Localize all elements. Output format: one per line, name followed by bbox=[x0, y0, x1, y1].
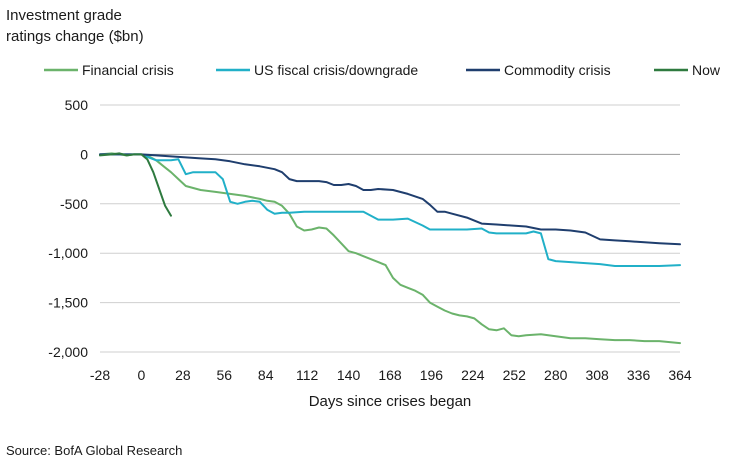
series-line-4 bbox=[99, 152, 172, 217]
x-tick-label: 56 bbox=[216, 367, 232, 383]
x-tick-label: 364 bbox=[668, 367, 692, 383]
legend-label: Now bbox=[692, 62, 721, 78]
x-tick-label: 196 bbox=[420, 367, 444, 383]
y-tick-label: -2,000 bbox=[48, 344, 88, 360]
y-tick-label: 0 bbox=[80, 146, 88, 162]
x-tick-label: 168 bbox=[378, 367, 402, 383]
series-line-2 bbox=[99, 153, 681, 267]
x-tick-label: 308 bbox=[585, 367, 609, 383]
legend-item: Commodity crisis bbox=[466, 62, 611, 78]
legend-item: Now bbox=[654, 62, 721, 78]
x-tick-label: -28 bbox=[90, 367, 110, 383]
x-tick-label: 140 bbox=[337, 367, 361, 383]
x-tick-label: 280 bbox=[544, 367, 568, 383]
y-tick-label: 500 bbox=[65, 97, 89, 113]
x-tick-label: 336 bbox=[627, 367, 651, 383]
legend-label: Financial crisis bbox=[82, 62, 174, 78]
chart-title-line-2: ratings change ($bn) bbox=[6, 28, 144, 45]
legend-label: US fiscal crisis/downgrade bbox=[254, 62, 418, 78]
x-axis-ticks: -28 0 28 56 84 112 140 168 196 224 252 280 308 336 364 bbox=[90, 367, 692, 383]
x-tick-label: 112 bbox=[296, 367, 319, 383]
x-tick-label: 224 bbox=[461, 367, 485, 383]
legend-item: Financial crisis bbox=[44, 62, 174, 78]
x-tick-label: 0 bbox=[138, 367, 146, 383]
x-tick-label: 84 bbox=[258, 367, 274, 383]
x-tick-label: 28 bbox=[175, 367, 191, 383]
y-tick-label: -1,500 bbox=[48, 295, 88, 311]
legend-label: Commodity crisis bbox=[504, 62, 611, 78]
y-axis-ticks: 500 0 -500 -1,000 -1,500 -2,000 bbox=[48, 97, 88, 360]
chart-title-line-1: Investment grade bbox=[6, 7, 122, 24]
series-line-1 bbox=[99, 152, 681, 345]
series-group bbox=[99, 152, 681, 345]
x-tick-label: 252 bbox=[503, 367, 527, 383]
x-axis-label: Days since crises began bbox=[309, 393, 472, 410]
y-tick-label: -500 bbox=[60, 196, 88, 212]
source-note: Source: BofA Global Research bbox=[6, 443, 182, 458]
series-line-3 bbox=[99, 153, 681, 246]
legend-item: US fiscal crisis/downgrade bbox=[216, 62, 418, 78]
y-tick-label: -1,000 bbox=[48, 245, 88, 261]
grid-lines bbox=[100, 104, 680, 353]
legend: Financial crisis US fiscal crisis/downgra… bbox=[44, 62, 721, 78]
